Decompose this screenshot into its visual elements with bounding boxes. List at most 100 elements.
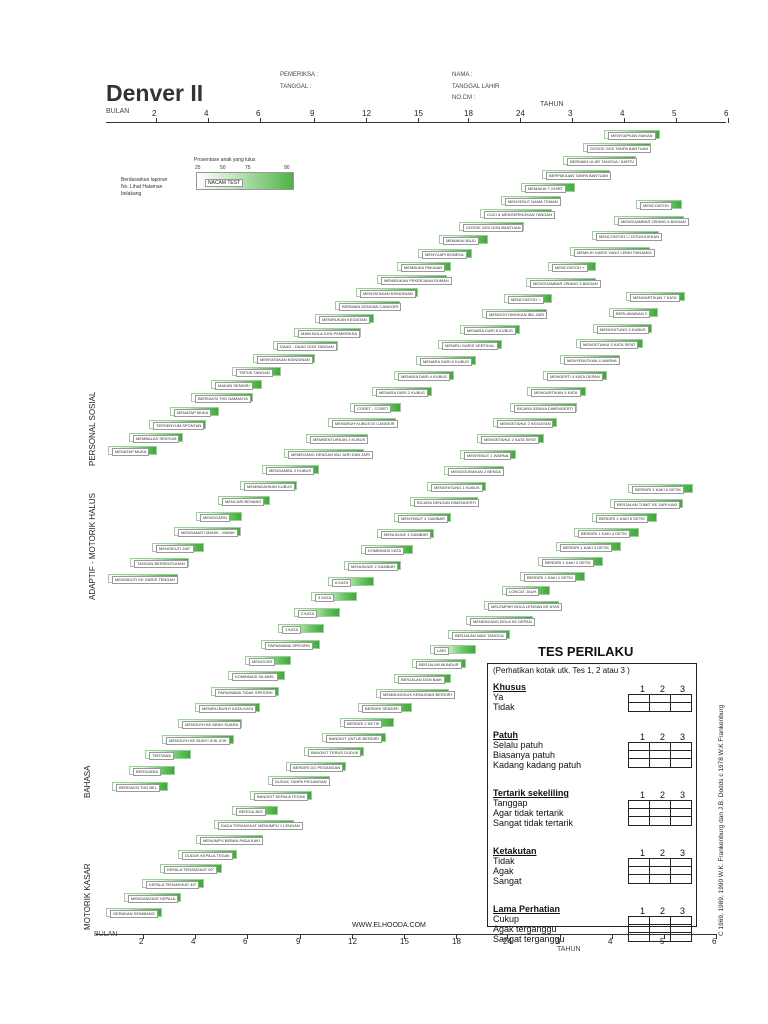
bahasa-item: PAPA/MAMA SPESIFIK bbox=[261, 640, 320, 650]
personal_sosial-item: MENYIAPKAN MAKAN bbox=[604, 130, 660, 140]
tes-option-label: Sangat terganggu bbox=[493, 934, 565, 944]
tes-checkbox[interactable] bbox=[650, 759, 671, 767]
bahasa-item-label: MENOLEH KE BUNYI ICIK-ICIK bbox=[166, 737, 230, 745]
tes-checkbox[interactable] bbox=[650, 809, 671, 816]
tes-checkbox[interactable] bbox=[629, 859, 650, 866]
motorik_halus-item: TANGAN BERSENTUHAN bbox=[130, 558, 189, 568]
tes-checkbox[interactable] bbox=[650, 917, 671, 924]
personal_sosial-item-label: BEREAKSI THD NAMANYA bbox=[195, 395, 251, 403]
tes-checkbox-grid bbox=[628, 800, 692, 826]
tes-group-heading: Tertarik sekeliling bbox=[493, 788, 569, 798]
bottom-year-tick-label: 6 bbox=[712, 937, 717, 946]
tes-checkbox[interactable] bbox=[650, 695, 671, 702]
tes-checkbox[interactable] bbox=[671, 801, 691, 808]
tes-checkbox[interactable] bbox=[650, 751, 671, 758]
tes-checkbox[interactable] bbox=[650, 925, 671, 932]
tes-checkbox[interactable] bbox=[650, 703, 671, 711]
motorik_kasar-item-label: LARI bbox=[434, 647, 449, 655]
tes-checkbox[interactable] bbox=[650, 867, 671, 874]
motorik_halus-item: MENGAMBIL 2 KUBUS bbox=[262, 465, 320, 475]
tes-checkbox[interactable] bbox=[629, 817, 650, 825]
motorik_kasar-item-label: MEMBUNGKUK KEMUDIAN BERDIRI bbox=[380, 691, 455, 699]
tes-checkbox[interactable] bbox=[629, 809, 650, 816]
tes-perilaku-box: (Perhatikan kotak utk. Tes 1, 2 atau 3 )… bbox=[487, 663, 697, 944]
tes-checkbox[interactable] bbox=[671, 933, 691, 941]
tes-checkbox[interactable] bbox=[650, 875, 671, 883]
tes-option-label: Ya bbox=[493, 692, 504, 702]
tes-checkbox[interactable] bbox=[671, 759, 691, 767]
tes-checkbox[interactable] bbox=[671, 817, 691, 825]
tes-checkbox[interactable] bbox=[650, 859, 671, 866]
motorik_halus-item: MENARA DARI 6 KUBUS bbox=[416, 356, 477, 366]
tes-checkbox[interactable] bbox=[629, 875, 650, 883]
tes-checkbox[interactable] bbox=[650, 817, 671, 825]
motorik_halus-item: MENCONTOH ☐ DITUNJUKKAN bbox=[592, 231, 662, 241]
tes-checkbox[interactable] bbox=[629, 925, 650, 932]
personal_sosial-item-label: MEMAKAI T-SHIRT bbox=[525, 185, 566, 193]
bahasa-item: MENOLEH KE ARAH SUARA bbox=[178, 719, 242, 729]
tes-checkbox[interactable] bbox=[671, 695, 691, 702]
legend-pct-75: 75 bbox=[245, 165, 251, 171]
tes-checkbox[interactable] bbox=[650, 743, 671, 750]
tes-checkbox[interactable] bbox=[671, 875, 691, 883]
personal_sosial-item: BERPAKAIAN TANPA BANTUAN bbox=[542, 170, 612, 180]
bahasa-item: KOMBINASI SILABEL bbox=[228, 671, 286, 681]
tes-checkbox[interactable] bbox=[671, 867, 691, 874]
bahasa-item-label: MENYEBUT 4 GAMBAR bbox=[398, 515, 448, 523]
tes-checkbox[interactable] bbox=[629, 751, 650, 758]
bottom-month-tick-label: 24 bbox=[503, 937, 512, 946]
personal_sosial-item: MENATAP MUKA bbox=[108, 446, 158, 456]
bottom-bulan-label: BULAN bbox=[94, 931, 118, 938]
tes-checkbox[interactable] bbox=[629, 933, 650, 941]
legend-pct-25: 25 bbox=[195, 165, 201, 171]
tes-checkbox[interactable] bbox=[671, 703, 691, 711]
motorik_kasar-item: BANGKIT KEPALA TEGAK bbox=[250, 791, 312, 801]
motorik_kasar-item: MENENDANG BOLA KE DEPAN bbox=[466, 616, 535, 626]
bahasa-item-label: MENUNJUK 4 GAMBAR bbox=[381, 531, 432, 539]
personal_sosial-item: GOSOK GIGI TANPA BANTUAN bbox=[583, 143, 652, 153]
bahasa-item-label: MENGHITUNG 5 KUBUS bbox=[597, 326, 649, 334]
tes-checkbox[interactable] bbox=[650, 933, 671, 941]
motorik_halus-item-label: MENARA DARI 6 KUBUS bbox=[420, 358, 472, 366]
motorik_kasar-item: MENUMPU BEBAN PADA KAKI bbox=[196, 835, 264, 845]
motorik_kasar-item-label: BERDIRI 1 KAKI 2 DETIK bbox=[542, 559, 595, 567]
bahasa-item-label: MENGETAHUI 2 KATA SIFAT bbox=[481, 436, 540, 444]
top-axis-line bbox=[106, 122, 726, 123]
tes-checkbox[interactable] bbox=[671, 751, 691, 758]
tes-checkbox[interactable] bbox=[671, 743, 691, 750]
motorik_kasar-item-label: BERDIRI 1 KAKI 4 DETIK bbox=[578, 530, 631, 538]
tes-checkbox[interactable] bbox=[629, 743, 650, 750]
tes-checkbox[interactable] bbox=[671, 809, 691, 816]
tes-column-number: 3 bbox=[680, 906, 686, 916]
tes-checkbox[interactable] bbox=[629, 801, 650, 808]
bottom-year-tick bbox=[664, 934, 665, 939]
tes-option-label: Cukup bbox=[493, 914, 520, 924]
bahasa-item-label: MENGERTI 4 KATA DEPAN bbox=[547, 373, 603, 381]
top-month-tick bbox=[418, 118, 419, 123]
bottom-year-tick-label: 4 bbox=[608, 937, 613, 946]
personal_sosial-item: MAIN BOLA DGN PEMERIKSA bbox=[294, 328, 361, 338]
tes-checkbox[interactable] bbox=[671, 917, 691, 924]
tes-checkbox[interactable] bbox=[629, 695, 650, 702]
tes-checkbox[interactable] bbox=[671, 859, 691, 866]
personal_sosial-item-label: GOSOK GIGI DGN BANTUAN bbox=[463, 224, 524, 232]
tes-checkbox[interactable] bbox=[650, 801, 671, 808]
personal_sosial-item: TEPUK TANGAN bbox=[232, 367, 282, 377]
motorik_halus-item-label: MENIRU GARIS VERTIKAL bbox=[442, 342, 498, 350]
top-month-tick-label: 12 bbox=[362, 109, 371, 118]
tes-checkbox[interactable] bbox=[629, 703, 650, 711]
bahasa-item-label: MENGETAHUI 2 KEGIATAN bbox=[497, 420, 554, 428]
bahasa-item: PAPA/MAMA TIDAK SPESIFIK bbox=[211, 687, 280, 697]
motorik_kasar-item-label: BERDIRI 1 KAKI 3 DETIK bbox=[560, 544, 613, 552]
top-month-tick-label: 2 bbox=[152, 109, 157, 118]
top-year-tick-label: 6 bbox=[724, 109, 729, 118]
tes-checkbox[interactable] bbox=[629, 917, 650, 924]
motorik_kasar-item-label: BERDIRI SENDIRI bbox=[362, 705, 402, 713]
personal_sosial-item-label: MEMBALAS SENYUM bbox=[133, 435, 180, 443]
bahasa-item-label: MENYEBUT 1 WARNA bbox=[464, 452, 512, 460]
tes-checkbox[interactable] bbox=[629, 759, 650, 767]
tes-column-number: 3 bbox=[680, 848, 686, 858]
tes-checkbox[interactable] bbox=[671, 925, 691, 932]
tes-checkbox[interactable] bbox=[629, 867, 650, 874]
motorik_kasar-item: KEPALA TERANGKAT 45° bbox=[142, 879, 204, 889]
